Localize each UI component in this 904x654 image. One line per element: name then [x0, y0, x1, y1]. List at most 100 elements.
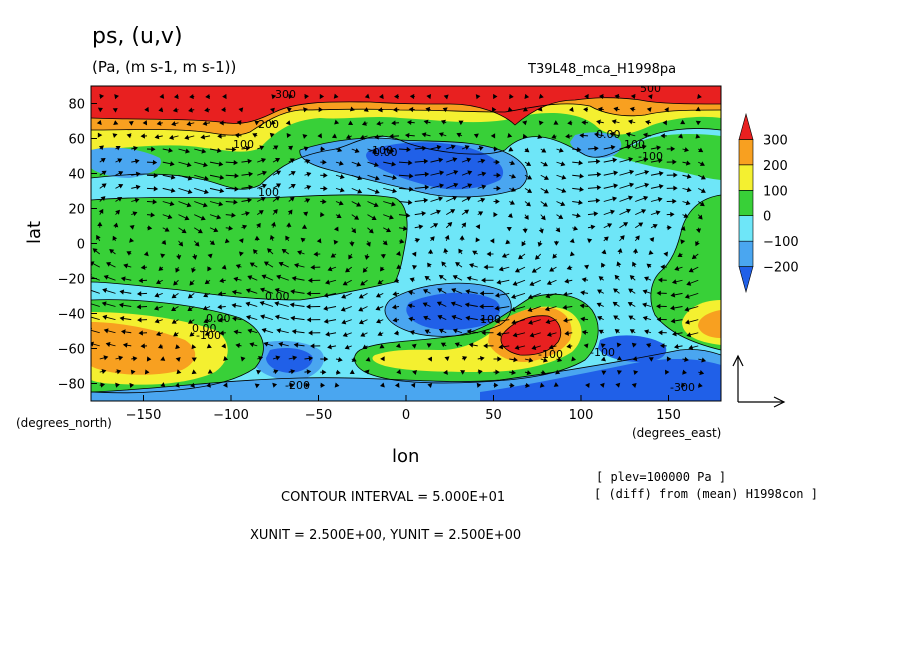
wind-vector-head: [584, 93, 589, 100]
wind-vector-head: [558, 214, 564, 219]
wind-vector-head: [691, 254, 697, 260]
wind-vector-head: [342, 280, 348, 286]
wind-vector-head: [623, 222, 629, 227]
wind-vector-head: [673, 185, 678, 191]
wind-vector-head: [365, 356, 371, 362]
wind-vector-head: [317, 133, 322, 139]
wind-vector-head: [99, 93, 105, 100]
wind-vector-head: [539, 382, 545, 388]
wind-vector-head: [510, 306, 516, 312]
contour-label: 500: [640, 82, 661, 95]
wind-vector-head: [684, 319, 690, 325]
wind-vector-head: [207, 369, 213, 374]
wind-vector-head: [662, 120, 667, 126]
wind-vector-head: [549, 267, 555, 272]
colorbar: 300 200 100 0 −100 −200: [738, 112, 799, 294]
wind-vector-head: [360, 332, 366, 337]
wind-vector-head: [538, 228, 544, 234]
wind-vector-head: [672, 331, 677, 337]
wind-vector-head: [619, 235, 625, 241]
wind-vector-head: [595, 198, 601, 204]
wind-vector-head: [496, 279, 502, 285]
wind-vector-head: [613, 315, 619, 320]
wind-vector-head: [380, 356, 385, 362]
wind-vector-head: [595, 158, 601, 165]
wind-vector-head: [498, 266, 504, 272]
wind-vector-head: [357, 175, 363, 181]
wind-vector-head: [275, 183, 282, 188]
wind-vector-head: [641, 144, 647, 150]
wind-vector-head: [423, 315, 429, 321]
wind-vector-head: [119, 289, 125, 295]
wind-vector-head: [140, 264, 146, 270]
wind-vector-head: [528, 319, 533, 325]
wind-vector-head: [158, 266, 164, 271]
wind-vector-head: [256, 369, 262, 375]
wind-vector-head: [297, 250, 303, 256]
wind-vector-head: [628, 195, 634, 201]
wind-vector-head: [235, 264, 241, 269]
wind-vector-head: [422, 145, 427, 151]
wind-vector-head: [683, 213, 689, 218]
wind-vector-head: [629, 106, 635, 112]
wind-vector-head: [101, 183, 107, 189]
wind-vector-head: [186, 162, 192, 168]
wind-vector-head: [112, 108, 118, 113]
wind-vector-head: [129, 382, 135, 389]
wind-vector-head: [648, 250, 654, 255]
wind-vector-head: [525, 201, 531, 207]
wind-vector-head: [307, 277, 313, 284]
wind-vector-head: [408, 316, 414, 322]
wind-vector-head: [438, 328, 444, 334]
wind-vector-head: [460, 370, 466, 375]
wind-vector-head: [459, 235, 465, 240]
wind-vector-head: [522, 228, 528, 234]
wind-vector-head: [259, 145, 265, 151]
wind-vector-head: [291, 276, 297, 282]
wind-vector-head: [543, 357, 548, 363]
wind-vector-head: [395, 250, 401, 256]
wind-vector-head: [481, 330, 486, 336]
wind-vector-head: [118, 183, 124, 189]
wind-vector-head: [680, 119, 686, 125]
wind-vector-head: [392, 291, 398, 297]
wind-vector-head: [120, 276, 126, 282]
wind-vector-head: [150, 212, 156, 218]
wind-vector-head: [495, 369, 500, 375]
wind-vector-head: [274, 196, 280, 201]
wind-vector-head: [541, 147, 547, 153]
wind-vector-head: [644, 169, 650, 175]
wind-vector-head: [421, 211, 427, 217]
wind-vector-head: [129, 237, 135, 243]
wind-vector-head: [144, 106, 149, 113]
wind-vector-head: [260, 314, 266, 320]
wind-vector-head: [680, 382, 686, 388]
wind-vector-head: [644, 276, 650, 282]
wind-vector-head: [427, 262, 432, 268]
wind-vector-head: [583, 343, 589, 349]
wind-vector-head: [440, 119, 446, 125]
wind-vector-head: [156, 331, 161, 337]
contour-label: -100: [590, 346, 615, 359]
wind-vector-head: [534, 254, 540, 260]
wind-vector-head: [542, 202, 548, 207]
wind-vector-head: [394, 382, 400, 388]
wind-vector-head: [684, 147, 690, 153]
wind-vector-head: [388, 214, 394, 220]
wind-vector-head: [159, 93, 165, 99]
wind-vector-head: [456, 132, 462, 138]
wind-vector-head: [376, 120, 382, 126]
wind-vector-head: [617, 248, 623, 253]
wind-vector-head: [699, 201, 705, 207]
wind-vector-head: [478, 369, 483, 375]
wind-vector-head: [123, 263, 129, 269]
contour-label-group: 3002001001000.000.000.000.000.00-100-100…: [192, 82, 695, 394]
level-label: [ plev=100000 Pa ]: [596, 470, 727, 484]
chart-units: (Pa, (m s-1, m s-1)): [92, 58, 237, 76]
wind-vector-head: [479, 290, 484, 296]
wind-vector-head: [245, 301, 251, 307]
wind-vector-head: [566, 265, 572, 271]
wind-vector-head: [453, 182, 459, 188]
wind-vector-head: [216, 147, 222, 153]
wind-vector-head: [538, 93, 544, 99]
